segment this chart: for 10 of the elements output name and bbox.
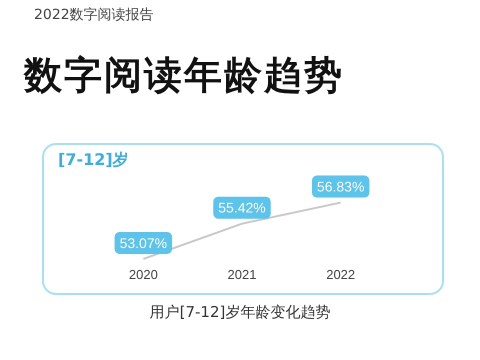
data-label: 53.07% xyxy=(120,234,168,251)
data-label: 55.42% xyxy=(218,200,266,216)
text: 用户[7-12]岁年龄变化趋势 xyxy=(148,303,332,322)
x-tick-label: 2022 xyxy=(326,267,356,282)
x-tick-label: 2021 xyxy=(228,267,256,282)
x-tick-label: 2020 xyxy=(128,267,158,282)
data-label: 56.83% xyxy=(316,178,364,195)
chart-title: 数字阅读年龄趋势 xyxy=(24,52,344,99)
text: [7-12]岁 xyxy=(58,150,129,171)
chart-subtitle: 2022数字阅读报告 xyxy=(34,6,154,24)
